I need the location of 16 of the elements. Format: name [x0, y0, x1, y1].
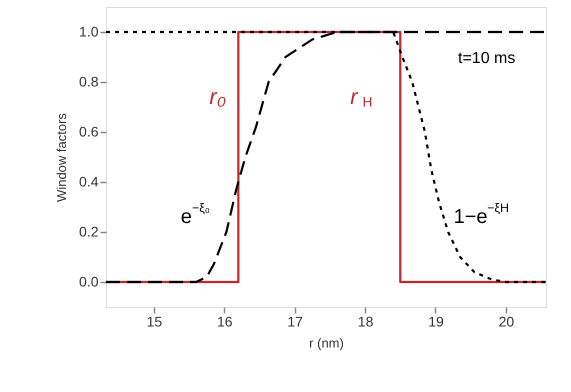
y-tick-label: 0.0: [79, 274, 99, 290]
annotation: r₀: [209, 84, 226, 109]
annotation: t=10 ms: [458, 50, 516, 67]
y-tick-label: 0.6: [79, 124, 99, 140]
x-tick-label: 17: [287, 314, 304, 330]
y-tick-label: 0.2: [79, 224, 99, 240]
y-tick-label: 0.8: [79, 74, 99, 90]
y-axis-title: Window factors: [54, 112, 70, 202]
y-tick-label: 0.4: [79, 174, 99, 190]
x-tick-label: 18: [358, 314, 374, 330]
x-tick-label: 19: [428, 314, 444, 330]
x-tick-label: 20: [498, 314, 514, 330]
y-tick-label: 1.0: [79, 24, 99, 40]
x-axis-title: r (nm): [309, 336, 344, 350]
x-tick-label: 16: [216, 314, 233, 330]
x-tick-label: 15: [146, 314, 162, 330]
